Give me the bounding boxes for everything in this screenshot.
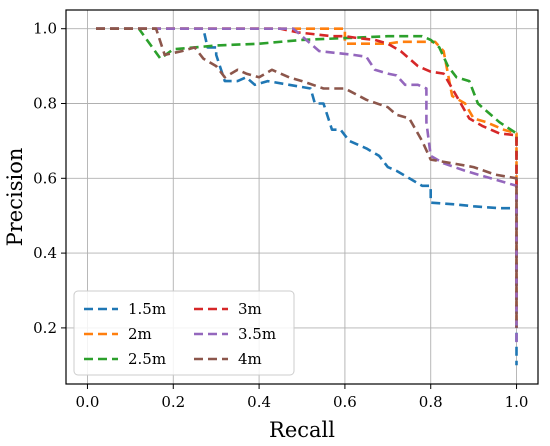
legend-label: 3.5m xyxy=(238,325,276,343)
x-tick-label: 0.8 xyxy=(419,393,443,411)
series-line-4m xyxy=(96,27,518,328)
legend-label: 4m xyxy=(238,350,262,368)
y-axis-label: Precision xyxy=(3,148,27,247)
x-tick-label: 1.0 xyxy=(505,393,529,411)
plot-frame xyxy=(65,9,539,385)
x-tick-label: 0.6 xyxy=(333,393,357,411)
series-line-2_5m xyxy=(96,27,518,291)
legend-label: 2m xyxy=(128,325,152,343)
y-tick-label: 1.0 xyxy=(33,20,57,38)
legend-label: 2.5m xyxy=(128,350,166,368)
series-line-2m xyxy=(96,27,518,328)
legend-label: 1.5m xyxy=(128,300,166,318)
legend-box xyxy=(73,290,295,376)
series-line-3m xyxy=(96,27,518,310)
series-lines xyxy=(96,27,518,366)
x-tick-label: 0.0 xyxy=(76,393,100,411)
legend-label: 3m xyxy=(238,300,262,318)
legend: 1.5m 2m 2.5m 3m 3.5m 4m xyxy=(73,290,295,376)
x-tick-label: 0.2 xyxy=(161,393,185,411)
series-line-3_5m xyxy=(96,27,518,347)
series-line-1_5m xyxy=(96,27,518,366)
y-tick-label: 0.6 xyxy=(33,169,57,187)
y-tick-label: 0.4 xyxy=(33,244,57,262)
y-axis-ticks: 0.2 0.4 0.6 0.8 1.0 xyxy=(33,20,66,337)
x-axis-label: Recall xyxy=(269,418,335,442)
y-tick-label: 0.2 xyxy=(33,319,57,337)
x-axis-ticks: 0.0 0.2 0.4 0.6 0.8 1.0 xyxy=(76,384,529,411)
x-tick-label: 0.4 xyxy=(247,393,271,411)
y-tick-label: 0.8 xyxy=(33,95,57,113)
